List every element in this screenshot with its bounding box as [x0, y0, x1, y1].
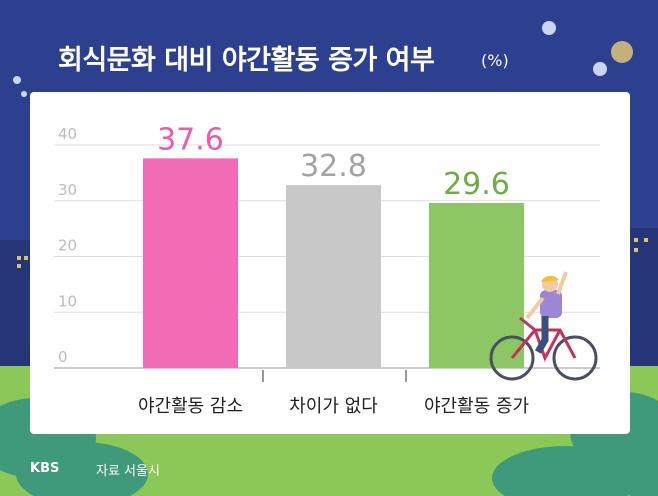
- x-tick-label: 야간활동 증가: [424, 396, 529, 417]
- star-icon: [593, 62, 607, 76]
- y-tick-label: 0: [58, 348, 68, 366]
- data-label: 32.8: [300, 149, 367, 184]
- x-tick-label: 야간활동 감소: [138, 396, 243, 417]
- y-tick-label: 30: [58, 181, 77, 199]
- city-windows: [17, 238, 648, 268]
- star-icon: [542, 21, 556, 35]
- star-icon: [13, 76, 21, 84]
- y-tick-label: 20: [58, 237, 77, 255]
- bar: [429, 202, 524, 368]
- y-tick-label: 10: [58, 292, 77, 310]
- kbs-logo: KBS: [30, 461, 60, 476]
- bar: [143, 158, 238, 368]
- source-note: 자료 서울시: [96, 464, 160, 479]
- bar: [286, 185, 381, 368]
- moon-icon: [611, 41, 633, 63]
- data-label: 37.6: [157, 122, 224, 157]
- x-tick-label: 차이가 없다: [289, 396, 378, 417]
- unit-label: (%): [481, 51, 509, 70]
- data-label: 29.6: [443, 167, 510, 202]
- y-tick-label: 40: [58, 125, 77, 143]
- bars: [143, 158, 524, 368]
- chart-card: 0 10 20 30 40 37.6 야간활동 감소 32.8 차이가 없다 29.6 야간활동 증…: [30, 92, 630, 434]
- chart-text: 0 10 20 30 40 37.6 야간활동 감소 32.8 차이가 없다 29.6 야간활동 증…: [58, 122, 529, 417]
- bar-chart: 0 10 20 30 40 37.6 야간활동 감소 32.8 차이가 없다 29.6 야간활동 증…: [54, 122, 600, 417]
- chart-title: 회식문화 대비 야간활동 증가 여부: [58, 45, 435, 76]
- star-icon: [21, 91, 27, 97]
- cyclist-illustration: [489, 271, 598, 381]
